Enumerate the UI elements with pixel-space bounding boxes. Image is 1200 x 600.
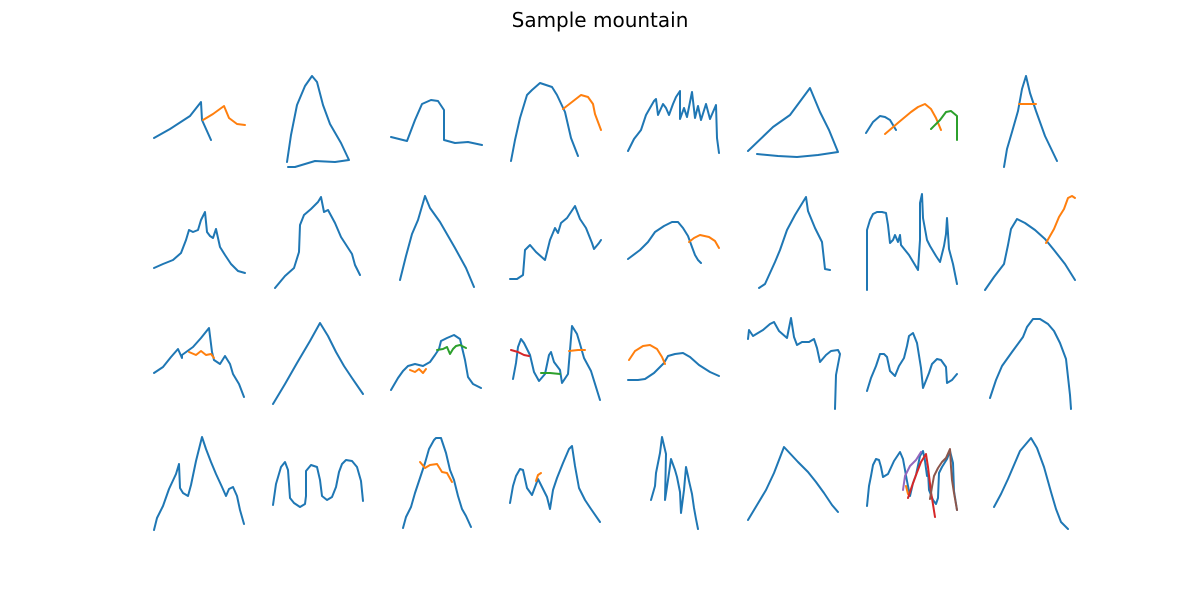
- mountain-sketch-22: [747, 317, 841, 410]
- mountain-sketch-13: [627, 221, 720, 264]
- sketch-1-stroke-1: [153, 101, 212, 141]
- sketch-14-stroke-1: [758, 196, 831, 289]
- sketch-29-stroke-1: [650, 436, 699, 530]
- sketch-17-stroke-1: [153, 327, 245, 398]
- sketch-20-stroke-4: [568, 349, 586, 352]
- sketch-10-stroke-1: [274, 196, 361, 289]
- mountain-sketch-15: [866, 193, 958, 291]
- sketch-19-stroke-2: [409, 368, 427, 374]
- sketch-7-stroke-3: [930, 110, 958, 141]
- sketch-1-stroke-2: [202, 105, 246, 126]
- mountain-sketch-2: [286, 75, 350, 168]
- sketch-25-stroke-1: [153, 436, 245, 531]
- mountain-sketch-20: [510, 325, 601, 401]
- sketch-31-stroke-3: [902, 451, 922, 491]
- sketch-27-stroke-2: [419, 461, 453, 483]
- mountain-sketch-28: [509, 445, 601, 523]
- sketch-23-stroke-1: [866, 332, 958, 392]
- sketch-16-stroke-1: [984, 218, 1076, 291]
- sketch-17-stroke-2: [188, 350, 215, 359]
- sketch-30-stroke-1: [747, 446, 839, 521]
- sketch-20-stroke-2: [510, 349, 530, 357]
- mountain-sketch-14: [758, 196, 831, 289]
- sketch-12-stroke-1: [509, 205, 602, 280]
- sketch-13-stroke-2: [688, 234, 720, 249]
- sketch-15-stroke-1: [866, 193, 958, 291]
- mountain-sketch-7: [865, 103, 958, 141]
- mountain-sketch-5: [627, 90, 720, 154]
- sketch-6-stroke-1: [747, 87, 839, 158]
- sketch-2-stroke-1: [286, 75, 350, 168]
- sketch-22-stroke-1: [747, 317, 841, 410]
- mountain-sketch-32: [993, 437, 1069, 530]
- mountain-sketch-19: [390, 334, 482, 391]
- sketch-31-stroke-4: [907, 453, 936, 518]
- figure-title: Sample mountain: [511, 8, 689, 32]
- mountain-sketch-29: [650, 436, 699, 530]
- sketch-16-stroke-2: [1045, 195, 1076, 244]
- mountain-sketch-17: [153, 327, 245, 398]
- mountain-sketch-24: [989, 318, 1072, 410]
- sketch-8-stroke-1: [1003, 75, 1058, 168]
- sketch-28-stroke-2: [535, 472, 542, 482]
- sketch-21-stroke-1: [627, 352, 720, 381]
- sketch-27-stroke-1: [402, 437, 472, 529]
- mountain-sketch-8: [1003, 75, 1058, 168]
- sketch-5-stroke-1: [627, 90, 720, 154]
- mountain-sketch-26: [272, 459, 364, 508]
- sketch-31-stroke-1: [866, 450, 958, 511]
- mountain-sketch-23: [866, 332, 958, 392]
- sketch-26-stroke-1: [272, 459, 364, 508]
- mountain-sketch-11: [399, 195, 475, 288]
- sketch-24-stroke-1: [989, 318, 1072, 410]
- mountain-sketch-3: [390, 99, 483, 146]
- sketch-31-stroke-5: [929, 448, 958, 511]
- sketch-7-stroke-1: [865, 115, 897, 134]
- mountain-sketch-31: [866, 448, 958, 518]
- sketch-4-stroke-1: [510, 82, 579, 162]
- sketch-7-stroke-2: [884, 103, 942, 135]
- sketch-3-stroke-1: [390, 99, 483, 146]
- mountain-sketch-27: [402, 437, 472, 529]
- mountain-sketch-1: [153, 101, 246, 141]
- sketch-32-stroke-1: [993, 437, 1069, 530]
- sketch-9-stroke-1: [153, 211, 246, 274]
- mountain-sketch-16: [984, 195, 1076, 291]
- mountain-sketch-10: [274, 196, 361, 289]
- sketch-20-stroke-1: [512, 325, 601, 401]
- mountain-sketch-18: [272, 322, 364, 405]
- mountain-sketch-6: [747, 87, 839, 158]
- mountain-sketch-21: [627, 344, 720, 381]
- sketch-28-stroke-1: [509, 445, 601, 523]
- mountain-sketch-12: [509, 205, 602, 280]
- sketch-4-stroke-2: [562, 94, 602, 131]
- mountain-sketch-4: [510, 82, 602, 162]
- mountain-sketch-9: [153, 211, 246, 274]
- mountain-sketch-25: [153, 436, 245, 531]
- sketch-18-stroke-1: [272, 322, 364, 405]
- mountain-sketch-30: [747, 446, 839, 521]
- sketch-19-stroke-1: [390, 334, 482, 391]
- sketch-13-stroke-1: [627, 221, 702, 264]
- sketch-11-stroke-1: [399, 195, 475, 288]
- sketch-31-stroke-2: [905, 485, 909, 495]
- sketch-20-stroke-3: [540, 372, 561, 375]
- sketch-19-stroke-3: [436, 344, 467, 355]
- sketch-21-stroke-2: [628, 344, 666, 365]
